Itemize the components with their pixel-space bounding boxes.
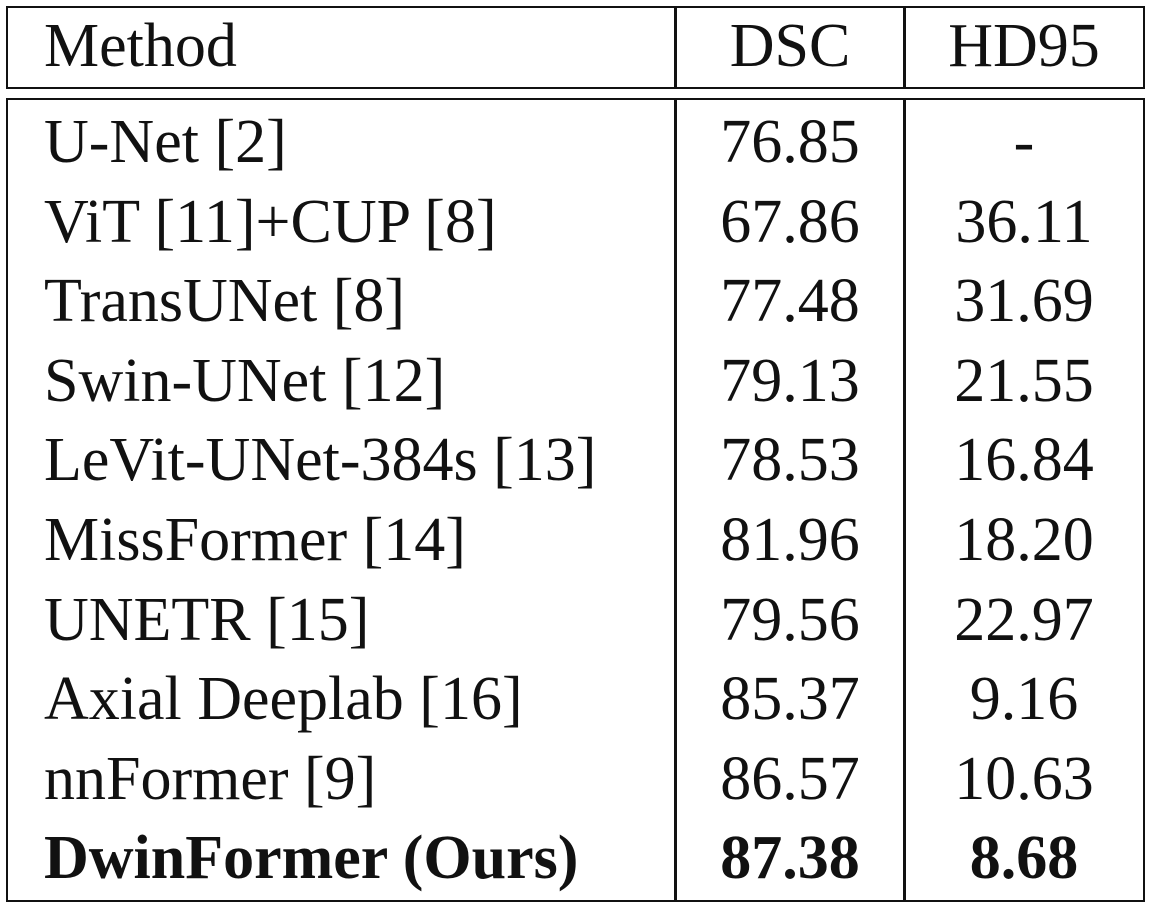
cell-hd95: 22.97 bbox=[954, 585, 1094, 654]
cell-dsc: 79.13 bbox=[720, 346, 860, 415]
cell-method: LeVit-UNet-384s [13] bbox=[44, 426, 597, 495]
column-divider bbox=[903, 6, 906, 89]
cell-method: nnFormer [9] bbox=[44, 744, 377, 813]
cell-dsc: 86.57 bbox=[720, 744, 860, 813]
cell-hd95: 16.84 bbox=[954, 426, 1094, 495]
column-divider bbox=[674, 6, 677, 89]
header-dsc: DSC bbox=[729, 12, 851, 80]
cell-hd95: - bbox=[1013, 108, 1035, 176]
column-divider bbox=[674, 98, 677, 902]
cell-method: DwinFormer (Ours) bbox=[44, 824, 579, 893]
cell-dsc: 77.48 bbox=[720, 267, 860, 336]
cell-hd95: 8.68 bbox=[969, 824, 1079, 893]
cell-dsc: 78.53 bbox=[720, 426, 860, 495]
cell-hd95: 31.69 bbox=[954, 267, 1094, 336]
cell-hd95: 36.11 bbox=[955, 187, 1093, 256]
results-table: Method DSC HD95 U-Net [2] 76.85 - ViT [11]+… bbox=[6, 6, 1145, 902]
cell-hd95: 9.16 bbox=[969, 665, 1079, 734]
cell-dsc: 85.37 bbox=[720, 665, 860, 734]
cell-method: Swin-UNet [12] bbox=[44, 346, 446, 415]
column-divider bbox=[903, 98, 906, 902]
cell-dsc: 87.38 bbox=[720, 824, 860, 893]
cell-method: U-Net [2] bbox=[44, 108, 287, 176]
cell-hd95: 10.63 bbox=[954, 744, 1094, 813]
header-method: Method bbox=[44, 12, 237, 80]
cell-method: MissFormer [14] bbox=[44, 506, 466, 574]
cell-hd95: 21.55 bbox=[954, 346, 1094, 415]
cell-dsc: 67.86 bbox=[720, 187, 860, 256]
header-hd95: HD95 bbox=[948, 12, 1100, 80]
cell-hd95: 18.20 bbox=[954, 506, 1094, 574]
table-header-frame bbox=[6, 6, 1145, 89]
cell-dsc: 76.85 bbox=[720, 108, 860, 176]
cell-method: ViT [11]+CUP [8] bbox=[44, 187, 497, 256]
cell-dsc: 79.56 bbox=[720, 585, 860, 654]
cell-method: Axial Deeplab [16] bbox=[44, 665, 523, 734]
cell-dsc: 81.96 bbox=[720, 506, 860, 574]
cell-method: UNETR [15] bbox=[44, 585, 370, 654]
table-body-frame bbox=[6, 98, 1145, 902]
cell-method: TransUNet [8] bbox=[44, 267, 406, 336]
